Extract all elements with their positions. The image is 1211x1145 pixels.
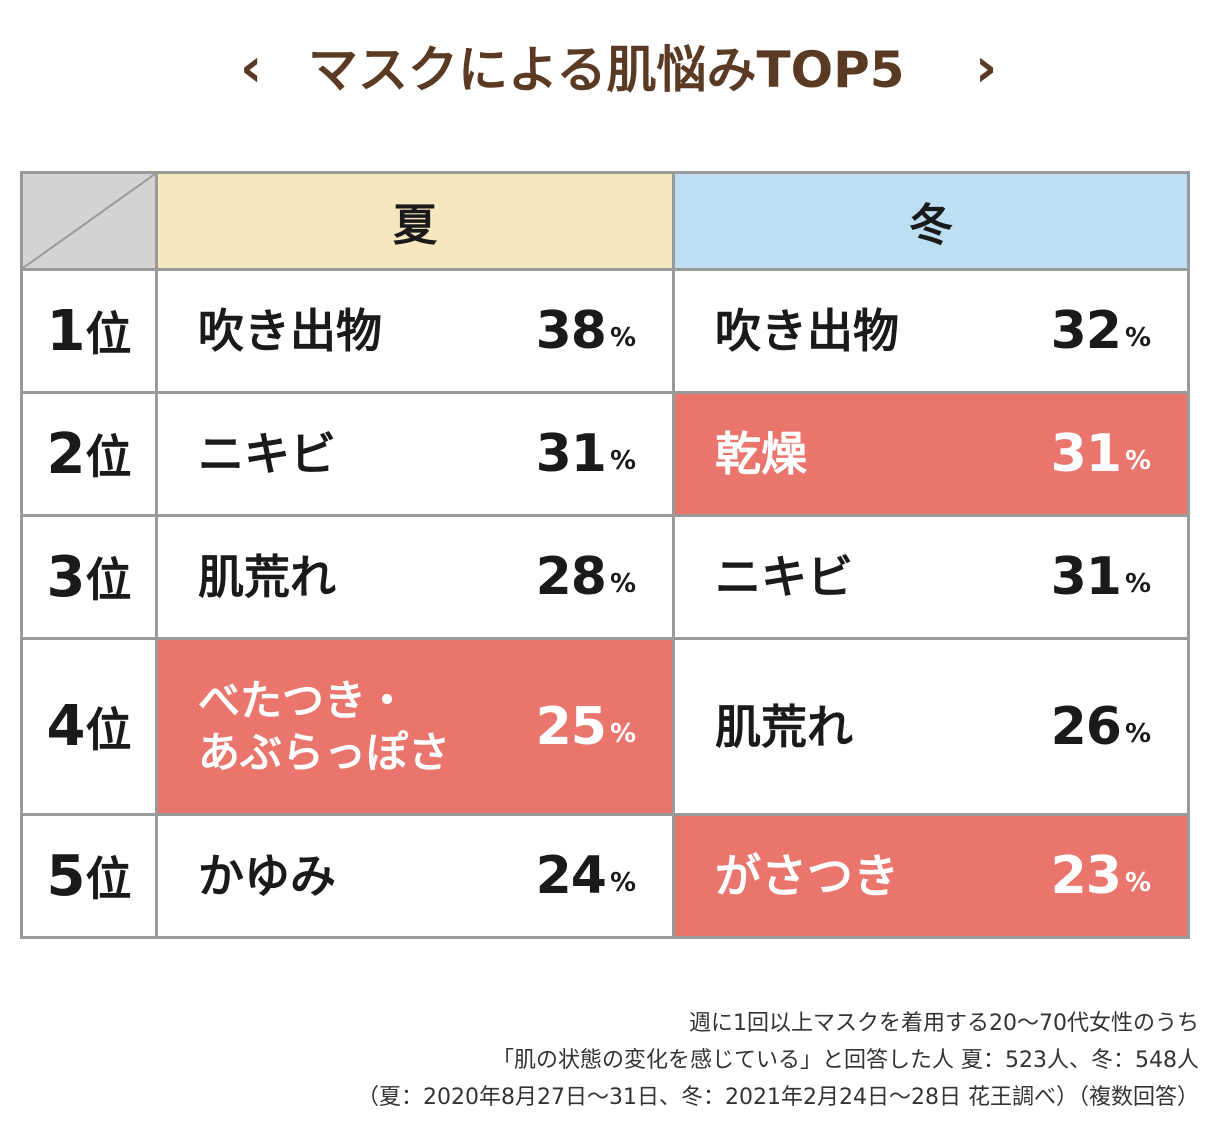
summer-item-label: ニキビ xyxy=(198,427,336,481)
summer-item-label: 吹き出物 xyxy=(198,304,382,358)
winter-item-label: 吹き出物 xyxy=(715,304,899,358)
winter-item-1: 吹き出物 32% xyxy=(675,271,1187,394)
title-area: ‹ マスクによる肌悩みTOP5 › xyxy=(0,30,1211,120)
winter-item-percent: 26% xyxy=(1050,696,1151,757)
summer-item-5: かゆみ 24% xyxy=(158,816,675,936)
winter-item-label: 乾燥 xyxy=(715,427,807,481)
winter-item-percent: 23% xyxy=(1050,846,1151,906)
winter-item-percent: 32% xyxy=(1050,301,1151,361)
survey-notes: 週に1回以上マスクを着用する20〜70代女性のうち 「肌の状態の変化を感じている… xyxy=(357,1005,1199,1116)
summer-item-percent: 38% xyxy=(535,301,636,361)
summer-item-percent: 28% xyxy=(535,547,636,607)
winter-item-2: 乾燥 31% xyxy=(675,394,1187,517)
notes-line-2: 「肌の状態の変化を感じている」と回答した人 夏：523人、冬：548人 xyxy=(492,1048,1199,1073)
summer-item-2: ニキビ 31% xyxy=(158,394,675,517)
winter-item-label: がさつき xyxy=(715,849,899,903)
winter-item-5: がさつき 23% xyxy=(675,816,1187,936)
summer-item-1: 吹き出物 38% xyxy=(158,271,675,394)
winter-item-label: ニキビ xyxy=(715,550,853,604)
summer-item-percent: 24% xyxy=(535,846,636,906)
winter-item-percent: 31% xyxy=(1050,547,1151,607)
header-winter: 冬 xyxy=(675,174,1187,271)
rank-number: 5 xyxy=(46,843,86,909)
chevron-right-icon[interactable]: › xyxy=(975,36,998,99)
rank-number: 3 xyxy=(46,544,86,610)
rank-unit: 位 xyxy=(85,852,132,906)
rank-unit: 位 xyxy=(85,702,132,757)
corner-cell xyxy=(23,174,158,271)
page-title: マスクによる肌悩みTOP5 xyxy=(308,41,905,99)
header-summer-label: 夏 xyxy=(393,200,437,251)
notes-line-1: 週に1回以上マスクを着用する20〜70代女性のうち xyxy=(689,1011,1199,1036)
summer-item-label: べたつき・ あぶらっぽさ xyxy=(198,640,450,813)
rank-unit: 位 xyxy=(85,553,132,607)
rank-unit: 位 xyxy=(85,307,132,361)
header-winter-label: 冬 xyxy=(909,200,953,251)
summer-item-label-line2: あぶらっぽさ xyxy=(198,727,451,777)
summer-item-label: かゆみ xyxy=(198,849,336,903)
chevron-left-icon[interactable]: ‹ xyxy=(240,36,263,99)
winter-item-percent: 31% xyxy=(1050,424,1151,484)
summer-item-3: 肌荒れ 28% xyxy=(158,517,675,640)
winter-item-label: 肌荒れ xyxy=(715,699,853,754)
notes-line-3: （夏：2020年8月27日〜31日、冬：2021年2月24日〜28日 花王調べ）… xyxy=(357,1085,1199,1110)
summer-item-label: 肌荒れ xyxy=(198,550,336,604)
rank-number: 1 xyxy=(46,298,86,364)
summer-item-label-line1: べたつき・ xyxy=(198,675,409,725)
summer-item-4: べたつき・ あぶらっぽさ 25% xyxy=(158,640,675,816)
rank-number: 2 xyxy=(46,421,86,487)
summer-item-percent: 25% xyxy=(535,696,636,757)
rank-unit: 位 xyxy=(85,430,132,484)
winter-item-3: ニキビ 31% xyxy=(675,517,1187,640)
diagonal-line-icon xyxy=(23,174,155,268)
summer-item-percent: 31% xyxy=(535,424,636,484)
winter-item-4: 肌荒れ 26% xyxy=(675,640,1187,816)
rank-number: 4 xyxy=(46,694,86,759)
header-summer: 夏 xyxy=(158,174,675,271)
